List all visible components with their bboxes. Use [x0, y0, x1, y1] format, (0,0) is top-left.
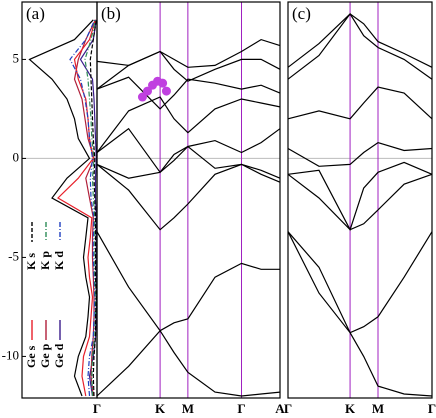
legend-entry: K d — [52, 222, 66, 270]
legend-label: Ge p — [38, 343, 52, 368]
x-tick-label: A — [275, 401, 285, 416]
panel-label: (a) — [26, 4, 45, 23]
dos-curve — [89, 19, 97, 397]
band — [287, 161, 433, 232]
legend-label: Ge d — [52, 343, 66, 368]
panel-label: (b) — [101, 4, 121, 23]
band — [287, 13, 433, 68]
x-tick-label: Γ — [428, 401, 436, 416]
band — [287, 231, 433, 334]
y-tick-label: -10 — [2, 347, 19, 362]
band — [96, 76, 281, 110]
legend-label: K s — [24, 253, 38, 270]
band — [96, 127, 281, 174]
y-tick-label: 0 — [13, 149, 20, 164]
x-tick-label: K — [155, 401, 166, 416]
band — [96, 163, 281, 231]
band — [96, 50, 281, 90]
band — [96, 96, 281, 153]
legend-entry: Ge d — [52, 320, 66, 368]
panel-frame — [287, 1, 433, 399]
band — [287, 231, 433, 397]
dos-curve — [69, 19, 96, 397]
dos-curve — [57, 19, 97, 397]
legend-entry: Ge p — [38, 320, 52, 368]
orbital-point — [158, 78, 168, 88]
band — [287, 12, 433, 80]
orbital-point — [161, 86, 171, 96]
y-tick-label: 5 — [13, 50, 20, 65]
band — [287, 173, 433, 231]
legend-label: K p — [38, 251, 52, 270]
dos-curve — [28, 19, 94, 397]
legend-entry: K s — [24, 222, 38, 270]
band — [96, 145, 281, 179]
y-tick-label: -5 — [8, 248, 19, 263]
band — [96, 231, 280, 332]
panel-frame — [96, 1, 281, 399]
orbital-point — [142, 86, 152, 96]
band — [287, 86, 433, 120]
legend-label: K d — [52, 251, 66, 270]
x-tick-label: Γ — [237, 401, 245, 416]
panel-label: (c) — [292, 4, 311, 23]
legend-entry: Ge s — [24, 320, 38, 368]
orbital-point — [137, 92, 147, 102]
x-tick-label: Γ — [284, 401, 292, 416]
band — [96, 38, 281, 68]
band — [96, 329, 281, 397]
x-tick-label: M — [182, 401, 194, 416]
x-tick-label: Γ — [93, 401, 101, 416]
x-tick-label: K — [345, 401, 356, 416]
x-tick-label: M — [372, 401, 384, 416]
band — [287, 141, 433, 167]
legend-entry: K p — [38, 222, 52, 270]
legend-label: Ge s — [24, 345, 38, 368]
